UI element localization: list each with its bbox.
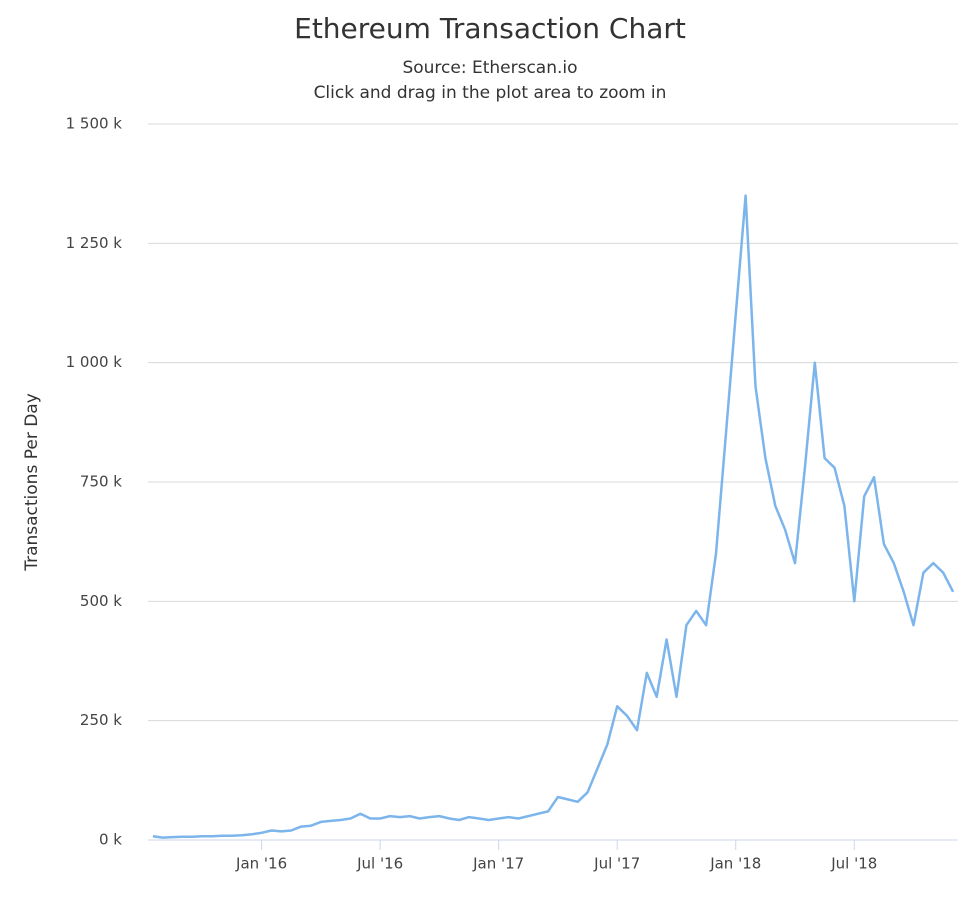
y-tick-label: 1 250 k [66, 234, 123, 252]
y-tick-label: 0 k [99, 831, 122, 849]
x-tick-label: Jul '16 [356, 855, 403, 873]
y-tick-label: 500 k [80, 592, 122, 610]
y-tick-label: 750 k [80, 473, 122, 491]
x-tick-label: Jan '17 [472, 855, 524, 873]
x-tick-label: Jan '16 [235, 855, 287, 873]
chart-subtitle: Source: Etherscan.io [402, 58, 577, 78]
y-axis-label: Transactions Per Day [22, 393, 42, 572]
y-tick-label: 250 k [80, 711, 122, 729]
x-tick-label: Jul '17 [593, 855, 640, 873]
y-tick-label: 1 000 k [66, 353, 123, 371]
x-tick-label: Jan '18 [709, 855, 761, 873]
annotation: Click and drag in the plot area to zoom … [314, 83, 667, 103]
data-line [152, 194, 955, 839]
y-tick-label: 1 500 k [66, 115, 123, 133]
chart-title: Ethereum Transaction Chart [294, 12, 686, 45]
x-tick-label: Jul '18 [830, 855, 877, 873]
